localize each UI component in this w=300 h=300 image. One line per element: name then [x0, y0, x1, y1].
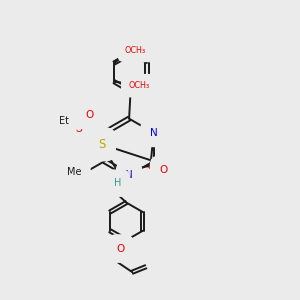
Text: O: O	[75, 124, 83, 134]
Text: OCH₃: OCH₃	[128, 81, 149, 90]
Text: N: N	[150, 128, 158, 138]
Text: O: O	[116, 244, 124, 254]
Text: OCH₃: OCH₃	[124, 46, 146, 55]
Text: Et: Et	[58, 116, 69, 126]
Text: S: S	[98, 138, 105, 151]
Text: N: N	[125, 170, 133, 180]
Text: O: O	[85, 110, 94, 120]
Text: O: O	[159, 165, 167, 175]
Text: Me: Me	[68, 167, 82, 177]
Text: H: H	[114, 178, 122, 188]
